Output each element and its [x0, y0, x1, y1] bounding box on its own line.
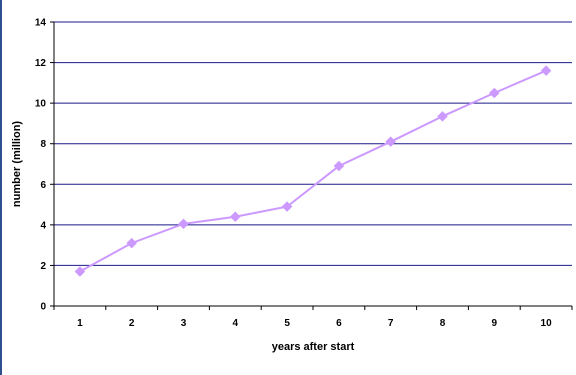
data-point — [229, 211, 241, 223]
series-line — [79, 69, 547, 273]
x-tick-label: 1 — [77, 318, 83, 329]
y-tick-label: 14 — [35, 18, 47, 29]
x-axis-title: years after start — [272, 341, 355, 353]
data-point — [488, 87, 500, 99]
data-point — [540, 65, 552, 77]
series-1 — [74, 65, 552, 277]
y-tick-labels: 0 2 4 6 8 10 12 14 — [35, 18, 47, 313]
y-tick-label: 0 — [40, 302, 46, 313]
x-tick-label: 6 — [336, 318, 342, 329]
x-tick-label: 3 — [181, 318, 187, 329]
axes — [50, 21, 573, 310]
x-tick-label: 7 — [388, 318, 394, 329]
x-tick-label: 4 — [233, 318, 239, 329]
data-point — [74, 266, 86, 277]
x-tick-label: 5 — [284, 318, 290, 329]
y-tick-label: 8 — [40, 139, 46, 150]
x-tick-label: 8 — [440, 318, 446, 329]
y-tick-label: 10 — [35, 99, 47, 110]
y-tick-label: 2 — [40, 261, 46, 272]
data-point — [178, 218, 189, 230]
data-point — [437, 110, 448, 122]
data-point — [333, 160, 345, 172]
data-point — [126, 237, 138, 249]
y-axis-title: number (million) — [11, 121, 23, 208]
x-tick-label: 2 — [129, 318, 135, 329]
x-tick-label: 9 — [492, 318, 498, 329]
data-point — [281, 201, 293, 212]
y-tick-label: 12 — [35, 58, 47, 69]
gridlines — [54, 21, 572, 266]
x-tick-labels: 1 2 3 4 5 6 7 8 9 10 — [77, 318, 552, 329]
y-tick-label: 6 — [40, 180, 46, 191]
data-point — [385, 136, 397, 148]
x-tick-label: 10 — [541, 318, 553, 329]
y-tick-label: 4 — [40, 220, 46, 231]
